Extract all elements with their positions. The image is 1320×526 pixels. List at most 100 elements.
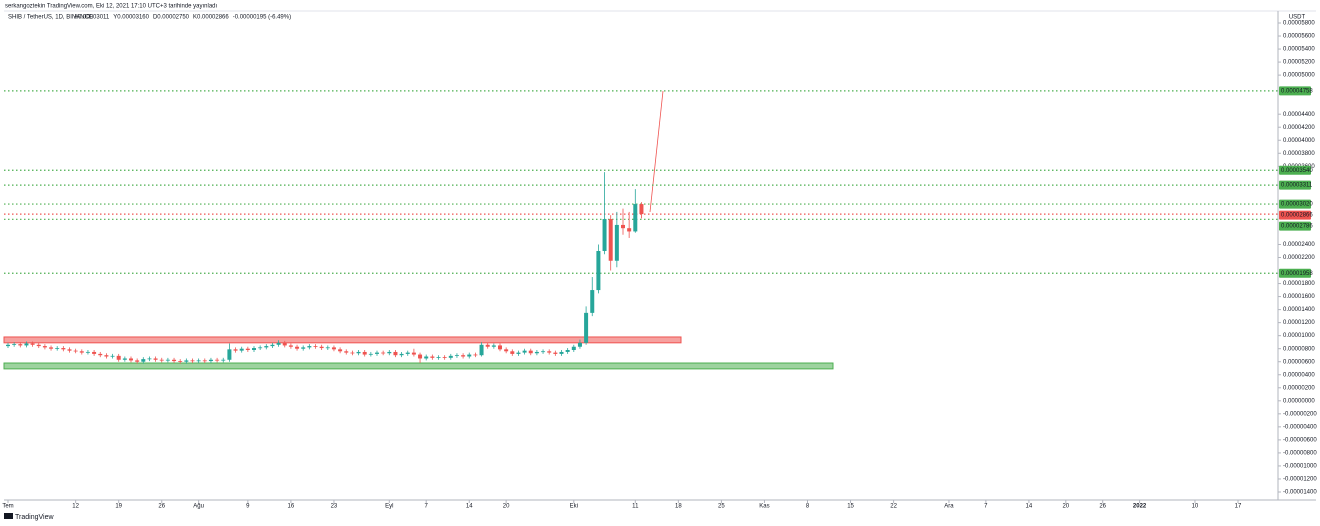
candle-body [596,250,601,291]
candle-body [461,355,466,357]
y-tick-label: 0.00005200 [1283,60,1315,66]
candle-body [571,346,576,350]
level-label-box [1279,86,1311,96]
ohlc-legend-item: A0.00003011 [74,15,110,21]
candle-body [141,359,146,362]
x-tick-label: 15 [847,504,854,510]
candle-body [368,353,373,355]
x-tick-label: 19 [115,504,122,510]
candle-body [122,358,127,360]
candle-body [411,352,416,355]
candle-body [504,349,509,352]
candle-body [215,359,220,361]
candle-body [510,351,515,354]
candle-body [344,351,349,353]
candle-body [12,344,17,345]
candle-body [338,349,343,352]
candle-body [79,351,84,353]
y-tick-label: -0.00001400 [1283,490,1317,496]
y-tick-label: 0.00002400 [1283,242,1315,248]
candle-body [208,359,213,362]
candle-body [313,346,318,347]
candle-body [135,360,140,362]
x-tick-label: Eki [570,504,578,510]
candle-body [270,344,275,347]
candle-body [264,346,269,348]
candle-body [147,358,152,360]
candle-body [522,350,527,353]
candle-body [565,349,570,352]
candle-body [295,346,300,349]
candle-body [221,359,226,361]
y-tick-label: -0.00000400 [1283,424,1317,430]
x-tick-label: 22 [890,504,897,510]
y-tick-label: 0.00005400 [1283,47,1315,53]
candle-body [442,357,447,358]
candle-body [202,360,207,362]
level-label: 0.00003311 [1281,183,1313,189]
level-label: 0.00001958 [1281,271,1313,277]
candle-body [85,351,90,353]
candle-body [485,344,490,347]
x-tick-label: 23 [331,504,338,510]
candle-body [252,348,256,350]
candle-body [541,351,546,353]
x-tick-label: 26 [1099,504,1106,510]
x-tick-label: 14 [1026,504,1033,510]
x-tick-label: 8 [806,504,810,510]
y-tick-label: 0.00001000 [1283,333,1315,339]
candle-body [49,347,54,349]
y-tick-label: 0.00005800 [1283,21,1315,27]
x-tick-label: 18 [675,504,682,510]
candle-body [282,342,287,346]
candle-body [98,353,103,356]
y-tick-label: 0.00000000 [1283,398,1315,404]
candle-body [307,346,312,348]
ohlc-legend-item: D0.00002750 [153,15,190,21]
candle-body [350,352,355,354]
y-tick-label: 0.00001200 [1283,320,1315,326]
candle-body [448,355,453,358]
candle-body [547,351,552,353]
level-label-box [1279,180,1311,190]
x-tick-label: 12 [72,504,79,510]
y-axis-label: USDT [1289,15,1306,21]
y-tick-label: -0.00000800 [1283,450,1317,456]
candle-body [153,358,158,360]
candle-body [479,344,484,356]
candle-body [67,349,72,351]
candle-body [331,347,336,350]
x-tick-label: 25 [718,504,725,510]
level-label: 0.00003020 [1281,202,1313,208]
x-tick-label: 20 [503,504,510,510]
candle-body [608,219,613,261]
candle-body [559,351,564,354]
y-tick-label: 0.00001800 [1283,281,1315,287]
candle-body [399,353,404,356]
candle-body [387,351,392,354]
candle-body [498,345,502,350]
level-label-box [1279,268,1311,278]
y-tick-label: 0.00003800 [1283,151,1315,157]
candle-body [627,228,632,232]
candle-body [375,352,379,354]
y-tick-label: -0.00001200 [1283,477,1317,483]
level-label-box [1279,210,1311,220]
candle-body [301,347,306,349]
candle-body [577,342,582,347]
candle-body [288,345,293,347]
chart-title: SHIB / TetherUS, 1D, BINANCE [8,15,93,21]
watermark-logo [4,513,13,519]
y-tick-label: -0.00000200 [1283,411,1317,417]
x-tick-label: Ara [944,504,954,510]
candle-body [276,342,281,345]
watermark: TradingView [15,514,54,521]
candle-body [405,352,410,354]
candle-body [454,355,459,357]
candle-body [362,351,367,355]
candle-body [319,346,324,349]
candle-body [516,352,521,354]
level-label: 0.00002786 [1281,224,1313,230]
candle-body [36,344,41,347]
